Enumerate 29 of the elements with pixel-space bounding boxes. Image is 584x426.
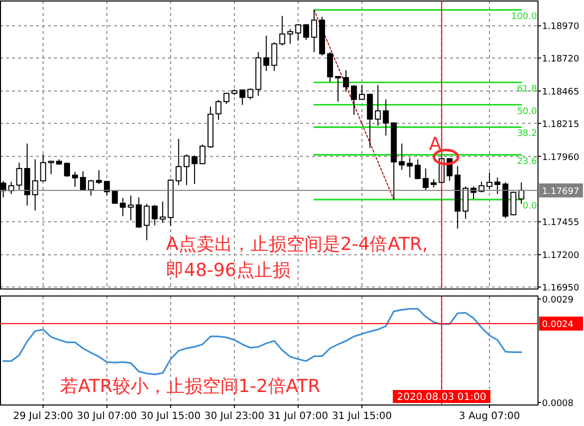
series-label: 50.0 (516, 106, 538, 117)
y-tick-label: 1.18720 (542, 54, 580, 65)
annotation: 若ATR较小，止损空间1-2倍ATR (60, 376, 320, 397)
series-label: 0.0 (522, 202, 538, 212)
x-tick-label: 3 Aug 07:00 (458, 411, 520, 422)
x-tick-label: 29 Jul 23:00 (13, 411, 74, 422)
series-label: 100.0 (511, 12, 538, 22)
y-tick-label: 1.16950 (542, 284, 580, 294)
series-label: 23.6 (516, 156, 538, 167)
x-tick-label: 31 Jul 07:00 (268, 411, 328, 422)
y-tick-label: 0.0029 (542, 295, 574, 306)
y-tick-label: 1.18465 (542, 88, 580, 98)
y-tick-label: 1.18970 (542, 22, 580, 32)
y-tick-label: 0.0008 (542, 399, 574, 410)
y-tick-label: 1.18215 (542, 120, 580, 130)
ref-line-label: 1.17697 (542, 186, 580, 197)
x-tick-label: 30 Jul 15:00 (140, 411, 201, 422)
x-tick-label: 2020.08.03 01:00 (397, 392, 486, 403)
series-label: 38.2 (516, 129, 537, 140)
annotation: A点卖出，止损空间是2-4倍ATR, 即48-96点止损 (166, 234, 428, 281)
y-tick-label: 1.17200 (542, 251, 580, 262)
series-label: 61.8 (516, 84, 538, 94)
x-tick-label: 30 Jul 23:00 (204, 411, 264, 422)
y-tick-label: 1.17960 (542, 152, 580, 163)
x-tick-label: 30 Jul 07:00 (76, 411, 137, 422)
ref-line-label: 0.0024 (542, 320, 574, 330)
y-tick-label: 1.17455 (542, 218, 580, 228)
annotation: A (429, 134, 442, 155)
x-tick-label: 31 Jul 15:00 (332, 411, 392, 422)
